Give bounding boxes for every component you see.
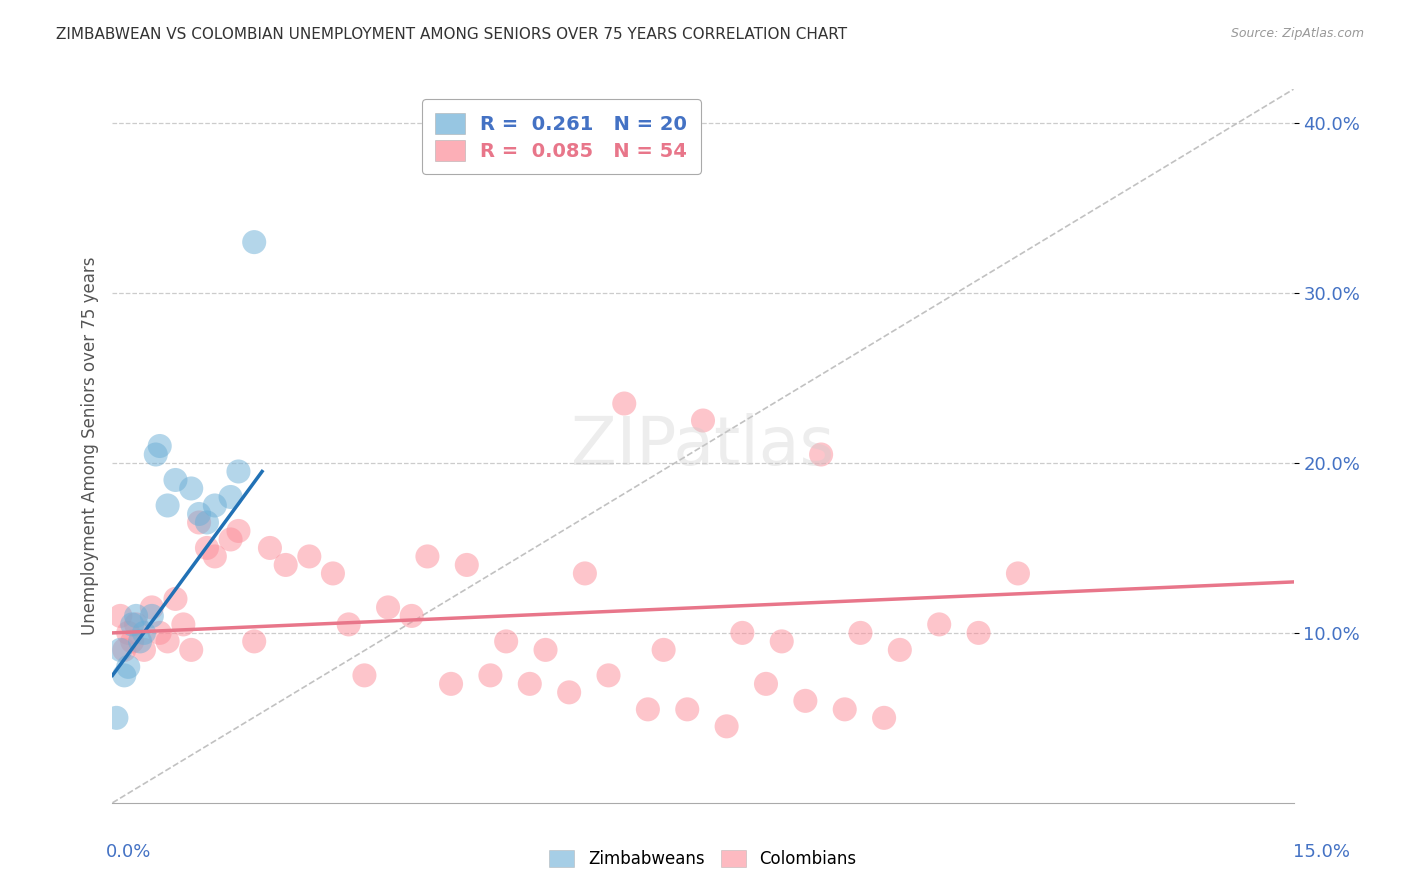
Point <box>188 516 211 530</box>
Y-axis label: Unemployment Among Seniors over 75 years: Unemployment Among Seniors over 75 years <box>80 257 98 635</box>
Point <box>243 235 266 249</box>
Point <box>112 668 135 682</box>
Point <box>228 524 250 538</box>
Point <box>165 473 187 487</box>
Point <box>928 617 950 632</box>
Point <box>121 634 143 648</box>
Point <box>873 711 896 725</box>
Point <box>889 643 911 657</box>
Point <box>849 626 872 640</box>
Point <box>353 668 375 682</box>
Point <box>613 396 636 410</box>
Point <box>145 448 167 462</box>
Point <box>243 634 266 648</box>
Point <box>495 634 517 648</box>
Point <box>574 566 596 581</box>
Point <box>172 617 194 632</box>
Point <box>125 608 148 623</box>
Point <box>204 499 226 513</box>
Point <box>967 626 990 640</box>
Point <box>298 549 321 564</box>
Point <box>770 634 793 648</box>
Point <box>652 643 675 657</box>
Point <box>180 643 202 657</box>
Point <box>195 541 218 555</box>
Point <box>456 558 478 572</box>
Point <box>125 617 148 632</box>
Point <box>141 608 163 623</box>
Point <box>132 626 155 640</box>
Text: ZIMBABWEAN VS COLOMBIAN UNEMPLOYMENT AMONG SENIORS OVER 75 YEARS CORRELATION CHA: ZIMBABWEAN VS COLOMBIAN UNEMPLOYMENT AMO… <box>56 27 848 42</box>
Point <box>204 549 226 564</box>
Point <box>810 448 832 462</box>
Point <box>440 677 463 691</box>
Point <box>558 685 581 699</box>
Text: ZIPatlas: ZIPatlas <box>571 413 835 479</box>
Point <box>794 694 817 708</box>
Point <box>479 668 502 682</box>
Point <box>228 465 250 479</box>
Point <box>156 634 179 648</box>
Point <box>110 608 132 623</box>
Legend: Zimbabweans, Colombians: Zimbabweans, Colombians <box>543 843 863 875</box>
Point <box>141 600 163 615</box>
Point <box>692 413 714 427</box>
Point <box>274 558 297 572</box>
Point <box>112 643 135 657</box>
Text: 15.0%: 15.0% <box>1292 843 1350 861</box>
Point <box>401 608 423 623</box>
Point <box>117 660 139 674</box>
Point <box>105 711 128 725</box>
Point <box>598 668 620 682</box>
Point <box>219 533 242 547</box>
Point <box>121 617 143 632</box>
Point <box>534 643 557 657</box>
Point <box>377 600 399 615</box>
Point <box>195 516 218 530</box>
Point <box>755 677 778 691</box>
Text: 0.0%: 0.0% <box>105 843 150 861</box>
Point <box>322 566 344 581</box>
Point <box>188 507 211 521</box>
Point <box>219 490 242 504</box>
Point <box>834 702 856 716</box>
Point <box>731 626 754 640</box>
Point <box>716 719 738 733</box>
Text: Source: ZipAtlas.com: Source: ZipAtlas.com <box>1230 27 1364 40</box>
Point <box>676 702 699 716</box>
Point <box>337 617 360 632</box>
Point <box>180 482 202 496</box>
Point <box>259 541 281 555</box>
Point <box>637 702 659 716</box>
Point <box>1007 566 1029 581</box>
Point <box>149 439 172 453</box>
Point <box>519 677 541 691</box>
Point <box>416 549 439 564</box>
Point <box>129 634 152 648</box>
Legend: R =  0.261   N = 20, R =  0.085   N = 54: R = 0.261 N = 20, R = 0.085 N = 54 <box>422 99 700 174</box>
Point <box>156 499 179 513</box>
Point <box>117 626 139 640</box>
Point <box>110 643 132 657</box>
Point <box>149 626 172 640</box>
Point <box>165 591 187 606</box>
Point <box>132 643 155 657</box>
